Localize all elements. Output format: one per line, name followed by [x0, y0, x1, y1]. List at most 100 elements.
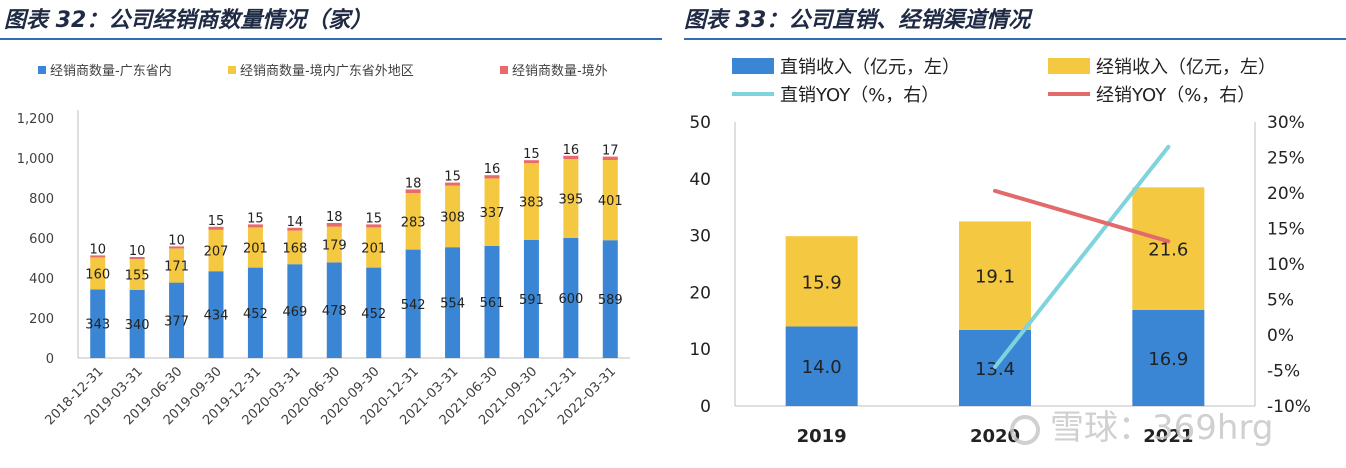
- left-data-label-series1: 343: [85, 318, 110, 333]
- left-y-tick-label: 1,200: [17, 112, 54, 127]
- left-chart-title: 图表 32：公司经销商数量情况（家）: [4, 8, 373, 33]
- left-data-label-series2: 155: [125, 269, 150, 284]
- left-data-label-series2: 383: [519, 196, 544, 211]
- right-legend-swatch-1: [732, 58, 774, 74]
- right-right-tick-label: 5%: [1267, 291, 1294, 311]
- left-data-label-series3: 10: [89, 242, 106, 257]
- left-bar-2022-03-31-series3: [602, 156, 618, 160]
- left-bar-2021-12-31-series1: [563, 238, 579, 358]
- right-left-tick-label: 20: [689, 283, 711, 303]
- left-bar-2020-03-31-series3: [287, 227, 303, 231]
- left-bar-2019-09-30-series3: [208, 226, 224, 230]
- left-data-label-series2: 337: [480, 206, 505, 221]
- right-left-tick-label: 30: [689, 227, 711, 247]
- left-y-tick-label: 0: [46, 352, 54, 367]
- left-bar-2021-06-30-series1: [484, 245, 500, 358]
- right-legend-label-1: 直销收入（亿元，左）: [780, 57, 960, 78]
- left-data-label-series1: 469: [282, 305, 307, 320]
- left-bar-2020-06-30-series1: [326, 262, 342, 358]
- right-right-tick-label: 30%: [1267, 113, 1305, 133]
- left-legend-label-2: 经销商数量-境内广东省外地区: [240, 63, 414, 79]
- left-data-label-series2: 308: [440, 210, 465, 225]
- right-legend-label-3: 直销YOY（%，右）: [780, 85, 939, 106]
- right-left-tick-label: 0: [700, 397, 711, 417]
- right-x-tick-label: 2020: [970, 426, 1020, 447]
- left-bar-2019-03-31-series1: [129, 290, 145, 358]
- right-data-label-direct: 13.4: [975, 359, 1015, 380]
- right-bar-2020-distribution: [959, 221, 1031, 330]
- right-right-tick-label: -5%: [1267, 362, 1300, 382]
- right-left-tick-label: 50: [689, 113, 711, 133]
- left-data-label-series1: 600: [558, 292, 583, 307]
- right-bar-2019-direct: [785, 326, 858, 406]
- left-data-label-series2: 283: [401, 215, 426, 230]
- left-y-tick-label: 800: [29, 192, 54, 207]
- left-bar-2019-09-30-series1: [208, 271, 224, 358]
- left-bar-2021-03-31-series2: [445, 185, 461, 248]
- left-bar-2021-09-30-series1: [523, 239, 539, 358]
- right-left-tick-label: 10: [689, 340, 711, 360]
- right-title-rule: [684, 38, 1346, 40]
- left-data-label-series3: 16: [563, 143, 580, 158]
- snowball-logo-icon: [1010, 414, 1040, 445]
- right-bar-2019-distribution: [785, 236, 858, 327]
- left-data-label-series3: 15: [247, 211, 264, 226]
- left-bar-2021-12-31-series2: [563, 159, 579, 238]
- right-data-label-direct: 16.9: [1148, 349, 1188, 370]
- left-bar-2020-12-31-series3: [405, 189, 421, 193]
- left-data-label-series1: 340: [125, 318, 150, 333]
- left-data-label-series2: 168: [282, 241, 307, 256]
- right-legend-label-2: 经销收入（亿元，左）: [1096, 57, 1276, 78]
- left-bar-2020-12-31-series1: [405, 249, 421, 358]
- left-data-label-series2: 179: [322, 239, 347, 254]
- left-bar-2020-09-30-series1: [366, 267, 382, 358]
- right-right-tick-label: 25%: [1267, 149, 1305, 169]
- left-data-label-series3: 15: [523, 147, 540, 162]
- right-chart-title: 图表 33：公司直销、经销渠道情况: [684, 8, 1031, 33]
- right-data-label-distribution: 21.6: [1148, 240, 1188, 261]
- left-legend-label-3: 经销商数量-境外: [512, 64, 608, 79]
- left-bar-2020-09-30-series3: [366, 224, 382, 228]
- left-data-label-series1: 591: [519, 293, 544, 308]
- left-bar-2022-03-31-series2: [602, 160, 618, 241]
- right-left-tick-label: 40: [689, 170, 711, 190]
- left-data-label-series1: 554: [440, 297, 465, 312]
- left-data-label-series2: 171: [164, 260, 189, 275]
- left-data-label-series1: 561: [480, 296, 505, 311]
- right-x-tick-label: 2021: [1143, 426, 1193, 447]
- right-line-direct-yoy: [993, 144, 1171, 369]
- right-line-distribution-yoy: [993, 188, 1171, 244]
- left-legend-swatch-3: [500, 66, 508, 74]
- left-data-label-series3: 15: [208, 214, 225, 229]
- left-bar-2020-03-31-series1: [287, 264, 303, 358]
- left-data-label-series1: 542: [401, 298, 426, 313]
- right-data-label-direct: 14.0: [802, 357, 842, 378]
- right-x-tick-label: 2019: [797, 426, 847, 447]
- left-bar-2018-12-31-series3: [90, 255, 106, 258]
- right-right-tick-label: 10%: [1267, 255, 1305, 275]
- left-bar-2021-09-30-series2: [523, 163, 539, 240]
- left-bar-2020-09-30-series2: [366, 227, 382, 268]
- left-data-label-series3: 10: [129, 244, 146, 259]
- left-data-label-series3: 15: [444, 170, 461, 185]
- right-right-tick-label: 0%: [1267, 326, 1294, 346]
- left-data-label-series3: 16: [484, 162, 501, 177]
- left-data-label-series3: 18: [405, 176, 422, 191]
- right-right-tick-label: -10%: [1267, 397, 1311, 417]
- left-bar-2021-12-31-series3: [563, 155, 579, 159]
- left-data-label-series1: 377: [164, 314, 189, 329]
- left-bar-2018-12-31-series2: [90, 257, 106, 290]
- left-data-label-series1: 452: [361, 307, 386, 322]
- left-bar-2019-12-31-series2: [247, 227, 263, 268]
- left-bar-2020-03-31-series2: [287, 230, 303, 265]
- left-legend-swatch-2: [228, 66, 236, 74]
- left-data-label-series2: 401: [598, 194, 623, 209]
- left-data-label-series2: 201: [243, 242, 268, 257]
- left-data-label-series2: 160: [85, 267, 110, 282]
- watermark: 雪球：369hrg: [1010, 400, 1273, 449]
- left-bar-2022-03-31-series1: [602, 240, 618, 358]
- left-bar-2019-06-30-series2: [169, 248, 185, 283]
- left-data-label-series3: 10: [168, 233, 185, 248]
- left-bar-2020-12-31-series2: [405, 193, 421, 250]
- left-data-label-series2: 395: [558, 193, 583, 208]
